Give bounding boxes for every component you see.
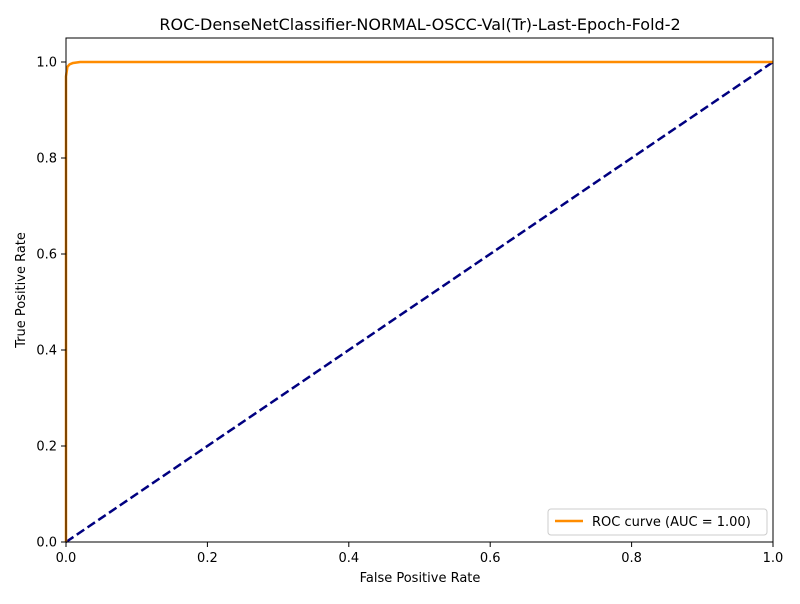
y-tick-label: 0.8	[36, 152, 57, 167]
x-tick-label: 0.0	[56, 551, 77, 566]
legend-label-roc: ROC curve (AUC = 1.00)	[592, 515, 751, 530]
chart-title: ROC-DenseNetClassifier-NORMAL-OSCC-Val(T…	[159, 15, 680, 34]
axes: 0.0 0.2 0.4 0.6 0.8 1.0 0.0 0.2 0.4 0.6 0.8 1.0	[36, 37, 784, 566]
y-tick-label: 0.0	[36, 536, 57, 551]
x-tick-label: 0.4	[338, 551, 359, 566]
legend-box	[547, 508, 768, 536]
x-tick-label: 1.0	[763, 551, 784, 566]
x-tick-label: 0.6	[480, 551, 501, 566]
axes-frame	[65, 37, 774, 543]
x-axis-label: False Positive Rate	[360, 571, 481, 586]
y-tick-label: 1.0	[36, 56, 57, 71]
y-axis-label: True Positive Rate	[14, 232, 29, 349]
legend: ROC curve (AUC = 1.00)	[547, 508, 768, 536]
x-tick-label: 0.2	[197, 551, 218, 566]
x-tick-label: 0.8	[621, 551, 642, 566]
y-tick-label: 0.4	[36, 344, 57, 359]
y-tick-label: 0.6	[36, 248, 57, 263]
y-tick-label: 0.2	[36, 440, 57, 455]
